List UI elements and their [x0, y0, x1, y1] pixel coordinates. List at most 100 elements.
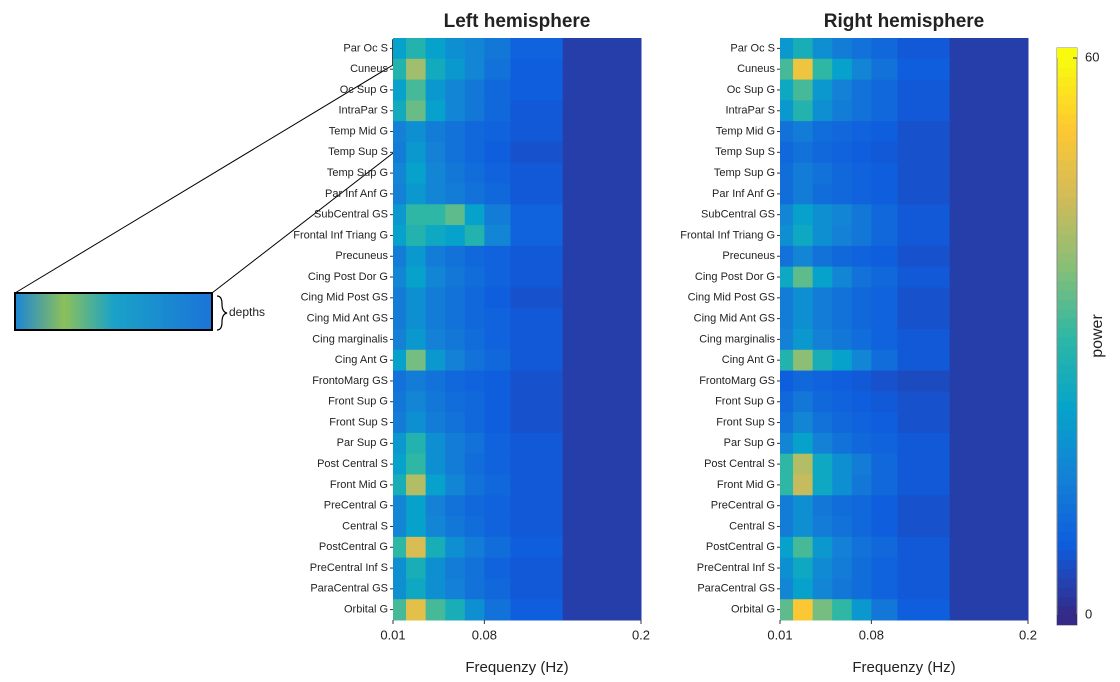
heat-cell: [793, 432, 814, 455]
heat-cell: [393, 495, 407, 517]
heat-cell: [949, 100, 1029, 122]
heat-cell: [393, 453, 407, 475]
row-label: Orbital G: [731, 604, 775, 616]
heat-cell: [425, 225, 446, 247]
heat-cell: [897, 578, 951, 600]
colorbar-slice: [1057, 178, 1077, 189]
heat-cell: [484, 432, 511, 455]
heat-cell: [425, 329, 446, 351]
heat-cell: [897, 412, 951, 434]
heat-cell: [484, 266, 511, 288]
heat-cell: [445, 412, 466, 434]
heat-cell: [812, 557, 833, 579]
heat-cell: [851, 245, 872, 268]
row-label: Post Central S: [317, 458, 388, 470]
row-label: Cing marginalis: [312, 333, 388, 345]
heat-cell: [445, 370, 466, 392]
heat-cell: [464, 349, 485, 372]
colorbar-slice: [1057, 159, 1077, 170]
heat-cell: [780, 162, 794, 184]
heat-cell: [780, 287, 794, 309]
heat-cell: [812, 141, 833, 164]
heat-cell: [897, 432, 951, 455]
heat-cell: [406, 225, 427, 247]
heat-cell: [425, 183, 446, 205]
row-label: PostCentral G: [706, 541, 775, 553]
heat-cell: [897, 557, 951, 579]
row-label: Temp Mid G: [329, 125, 388, 137]
heat-cell: [812, 474, 833, 496]
heat-cell: [484, 183, 511, 205]
heat-cell: [393, 349, 407, 372]
colorbar-slice: [1057, 568, 1077, 579]
heat-cell: [510, 370, 564, 392]
heat-cell: [445, 495, 466, 517]
heat-cell: [871, 412, 898, 434]
heat-cell: [464, 516, 485, 538]
heat-cell: [949, 516, 1029, 538]
heat-cell: [871, 578, 898, 600]
heat-cell: [780, 121, 794, 143]
heat-cell: [851, 370, 872, 392]
row-label: Cing marginalis: [699, 333, 775, 345]
heat-cell: [832, 329, 853, 351]
heat-cell: [871, 58, 898, 81]
heat-cell: [425, 266, 446, 288]
heat-cell: [445, 79, 466, 101]
chart-title: Right hemisphere: [824, 11, 984, 32]
colorbar-slice: [1057, 317, 1077, 328]
heat-cell: [425, 349, 446, 372]
heat-cell: [406, 162, 427, 184]
row-label: PreCentral G: [711, 500, 775, 512]
heat-cell: [871, 495, 898, 517]
heat-cell: [484, 38, 511, 60]
colorbar-slice: [1057, 456, 1077, 467]
heat-cell: [484, 516, 511, 538]
heat-cell: [464, 391, 485, 413]
colorbar-slice: [1057, 224, 1077, 235]
heat-cell: [393, 412, 407, 434]
heat-cell: [793, 266, 814, 288]
colorbar-slice: [1057, 549, 1077, 560]
row-label: Temp Mid G: [716, 125, 775, 137]
heat-cell: [851, 287, 872, 309]
colorbar-slice: [1057, 428, 1077, 440]
x-tick-label: 0.01: [767, 627, 792, 642]
heat-cell: [393, 329, 407, 351]
heat-cell: [425, 58, 446, 81]
heat-cell: [406, 100, 427, 122]
colorbar-slice: [1057, 438, 1077, 449]
heat-cell: [949, 578, 1029, 600]
x-tick-label: 0.2: [632, 627, 650, 642]
row-label: Frontal Inf Triang G: [680, 229, 775, 241]
row-label: Temp Sup S: [328, 146, 388, 158]
heat-cell: [510, 412, 564, 434]
heat-cell: [464, 432, 485, 455]
heat-cell: [562, 370, 642, 392]
heat-cell: [562, 349, 642, 372]
heat-cell: [425, 308, 446, 330]
heat-cell: [406, 370, 427, 392]
heat-cell: [445, 578, 466, 600]
heat-cell: [897, 38, 951, 60]
colorbar-slice: [1057, 94, 1077, 105]
heat-cell: [949, 245, 1029, 268]
heat-cell: [871, 100, 898, 122]
heat-cell: [949, 266, 1029, 288]
row-label: SubCentral GS: [701, 209, 775, 221]
colorbar-slice: [1057, 410, 1077, 421]
heat-cell: [871, 204, 898, 226]
heat-cell: [445, 329, 466, 351]
heat-cell: [780, 204, 794, 226]
heat-cell: [812, 516, 833, 538]
heat-cell: [484, 370, 511, 392]
heat-cell: [897, 308, 951, 330]
x-tick-label: 0.2: [1019, 627, 1037, 642]
heat-cell: [393, 287, 407, 309]
heat-cell: [832, 453, 853, 475]
heat-cell: [949, 599, 1029, 621]
heat-cell: [393, 79, 407, 101]
heat-cell: [425, 599, 446, 621]
row-label: Cing Mid Post GS: [688, 292, 775, 304]
heat-cell: [464, 266, 485, 288]
